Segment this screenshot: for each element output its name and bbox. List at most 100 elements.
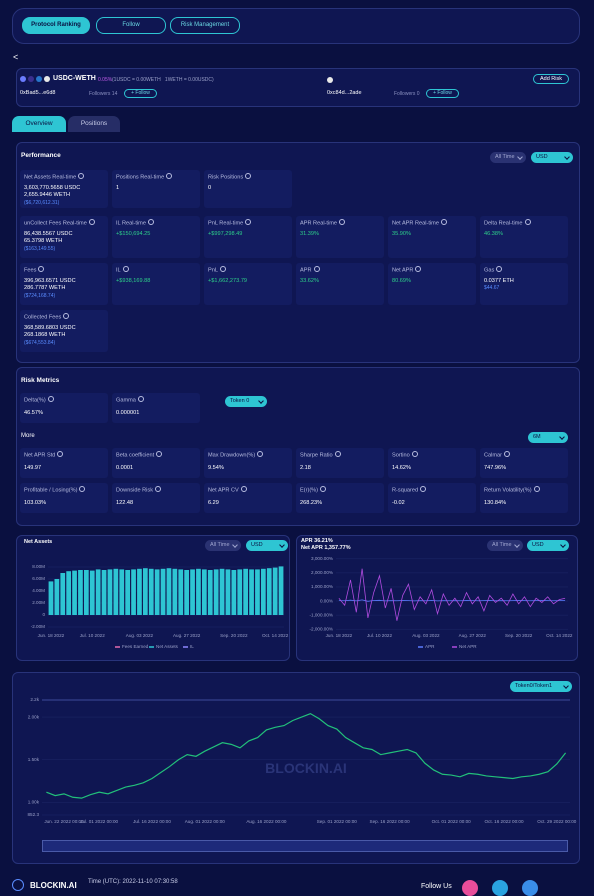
metric-cell: Return Volatility(%) 130.84% <box>480 483 568 513</box>
y-tick-label: 0 <box>42 612 45 617</box>
social-icon[interactable] <box>522 880 538 896</box>
section-title: Risk Metrics <box>21 377 60 384</box>
metric-cell: Calmar 747.96% <box>480 448 568 478</box>
currency-select[interactable]: USD <box>531 152 573 163</box>
y-tick-label: -2,000.00% <box>310 626 334 631</box>
metric-label: Delta Real-time <box>484 219 564 228</box>
more-label: More <box>21 433 35 439</box>
metric-value: -0.02 <box>392 499 405 506</box>
metric-label: Net APR CV <box>208 486 288 495</box>
metric-cell: IL Real-time +$150,694.25 <box>112 216 200 258</box>
metric-cell: Profitable / Losing(%) 103.03% <box>20 483 108 513</box>
footer-time: Time (UTC): 2022-11-10 07:30:58 <box>88 879 178 885</box>
metric-value: 0.000001 <box>116 409 140 416</box>
metric-value: 268.23% <box>300 499 323 506</box>
period-select[interactable]: All Time <box>487 540 523 551</box>
legend-label: APR <box>425 644 435 649</box>
logo <box>12 879 24 891</box>
bar <box>266 568 272 615</box>
x-tick-label: Oct. 14 2022 <box>546 633 573 638</box>
metric-label: Collected Fees <box>24 313 104 322</box>
metric-value: 0.0001 <box>116 464 134 471</box>
metric-cell: Sortino 14.62% <box>388 448 476 478</box>
bar <box>225 569 231 615</box>
metric-value: 46.38% <box>484 230 503 237</box>
subtab[interactable]: Positions <box>68 116 120 132</box>
y-tick-label: -2.00M <box>31 624 45 629</box>
bar <box>60 573 66 615</box>
wallet-address: 0xc84d...2ade <box>327 90 362 96</box>
metric-value: 80.69% <box>392 277 411 284</box>
metric-label: Sharpe Ratio <box>300 451 380 460</box>
bar <box>107 569 113 615</box>
nav-tab[interactable]: Follow <box>96 17 166 34</box>
period-select[interactable]: All Time <box>490 152 526 163</box>
metric-label: IL Real-time <box>116 219 196 228</box>
currency-select[interactable]: USD <box>246 540 288 551</box>
bar <box>78 570 83 615</box>
metric-value: +$997,298.49 <box>208 230 243 237</box>
bar <box>89 570 95 615</box>
y-tick-label: 2.00k <box>28 714 40 719</box>
metric-value: 122.48 <box>116 499 134 506</box>
metric-value: +$150,694.25 <box>116 230 151 237</box>
section-title: Performance <box>21 152 61 159</box>
legend-label: Net APR <box>459 644 477 649</box>
bar <box>237 569 243 615</box>
metric-cell: Net APR Std 149.97 <box>20 448 108 478</box>
token-icon <box>28 76 34 82</box>
metric-cell: Beta coefficient 0.0001 <box>112 448 200 478</box>
bar <box>184 570 190 615</box>
metric-note: $44.67 <box>484 285 500 292</box>
follow-button[interactable]: + Follow <box>426 89 459 98</box>
window-select[interactable]: 6M <box>528 432 568 443</box>
back-button[interactable]: < <box>13 52 19 62</box>
metric-cell: Fees 396,963.6571 USDC 286.7787 WETH ($724,… <box>20 263 108 305</box>
metric-label: Positions Real-time <box>116 173 196 182</box>
line <box>46 712 567 799</box>
metric-value: 31.39% <box>300 230 319 237</box>
range-slider[interactable] <box>42 840 568 852</box>
bar <box>243 568 249 615</box>
bar <box>83 570 89 615</box>
bar <box>142 568 148 615</box>
nav-tab[interactable]: Protocol Ranking <box>22 17 90 34</box>
token-pair-select[interactable]: Token0/Token1 <box>510 681 572 692</box>
metric-value: +$1,662,273.79 <box>208 277 248 284</box>
add-risk-button[interactable]: Add Risk <box>533 74 569 84</box>
metric-cell: Net APR 80.69% <box>388 263 476 305</box>
metric-cell: IL +$938,169.88 <box>112 263 200 305</box>
pair-rate: (1USDC = 0.00WETH 1WETH = 0.00USDC) <box>112 77 214 83</box>
x-tick-label: Jul. 16 2022 00:00 <box>133 819 171 824</box>
x-tick-label: Aug. 16 2022 00:00 <box>246 819 287 824</box>
currency-select[interactable]: USD <box>527 540 569 551</box>
bar <box>66 571 72 615</box>
metric-cell: APR 33.62% <box>296 263 384 305</box>
y-tick-label: 2.2k <box>30 697 39 702</box>
bar <box>101 570 107 615</box>
metric-value: 9.54% <box>208 464 224 471</box>
bar <box>148 568 154 615</box>
token-select[interactable]: Token 0 <box>225 396 267 407</box>
bar <box>95 569 101 615</box>
metric-label: unCollect Fees Real-time <box>24 219 104 228</box>
follow-button[interactable]: + Follow <box>124 89 157 98</box>
x-tick-label: Aug. 27 2022 <box>173 633 201 638</box>
metric-cell: Collected Fees 368,589.6803 USDC 268.1868 … <box>20 310 108 352</box>
period-select[interactable]: All Time <box>205 540 241 551</box>
nav-tab[interactable]: Risk Management <box>170 17 240 34</box>
metric-label: Net APR Real-time <box>392 219 472 228</box>
social-icon[interactable] <box>462 880 478 896</box>
x-tick-label: Aug. 03 2022 <box>126 633 154 638</box>
metric-label: Profitable / Losing(%) <box>24 486 104 495</box>
subtab[interactable]: Overview <box>12 116 66 132</box>
metric-value: 747.96% <box>484 464 507 471</box>
x-tick-label: Aug. 27 2022 <box>459 633 487 638</box>
social-icon[interactable] <box>492 880 508 896</box>
metric-cell: Delta(%) 46.57% <box>20 393 108 423</box>
metric-value: 103.03% <box>24 499 47 506</box>
y-tick-label: 6.00M <box>32 576 45 581</box>
owner-followers: Followers 14 <box>89 91 118 97</box>
metric-label: Delta(%) <box>24 396 104 405</box>
metric-cell: Max Drawdown(%) 9.54% <box>204 448 292 478</box>
